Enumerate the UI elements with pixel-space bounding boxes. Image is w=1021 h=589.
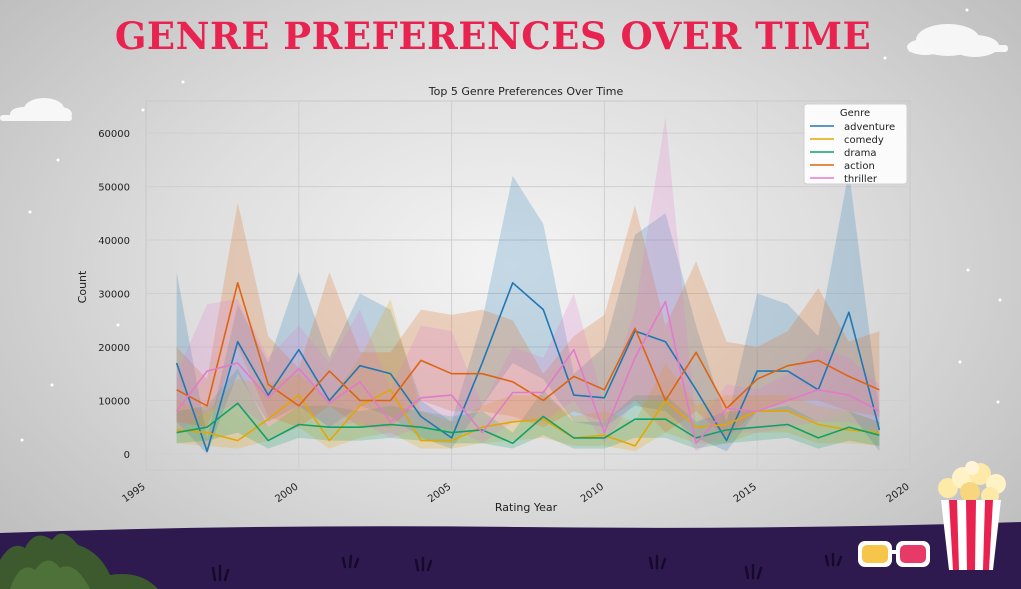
x-tick-label: 2015 [732,481,759,505]
action-line [176,282,880,410]
cloud-icon [907,24,1008,57]
star-icon [20,8,1002,442]
3d-glasses-icon [858,541,930,567]
legend-label-thriller: thriller [844,174,878,185]
x-tick-label: 2010 [579,481,606,505]
x-tick-label: 1995 [121,481,148,505]
y-tick-label: 50000 [98,183,130,194]
cloud-icon [0,98,72,121]
legend-label-adventure: adventure [844,122,895,133]
y-tick-label: 20000 [98,343,130,354]
x-axis-label: Rating Year [495,501,558,514]
x-tick-label: 2000 [273,481,300,505]
y-axis-label: Count [76,270,89,303]
y-tick-label: 0 [124,450,130,461]
drama-line [176,402,880,445]
y-tick-label: 40000 [98,236,130,247]
thriller-line [175,300,880,445]
action-band [176,202,880,438]
adventure-line [175,282,881,453]
legend-label-action: action [844,161,875,172]
thriller-band [176,117,880,452]
adventure-band [176,170,880,454]
gridlines [146,101,910,470]
bush-icon [0,533,158,589]
drama-band [176,368,880,449]
comedy-band [176,298,880,452]
ground [0,522,1021,589]
legend-label-comedy: comedy [844,135,884,146]
page-title: GENRE PREFERENCES OVER TIME [114,14,872,58]
x-tick-label: 2020 [885,481,912,505]
popcorn-icon [938,461,1006,570]
y-tick-label: 10000 [98,396,130,407]
grass-icon [211,552,843,582]
plot-area [145,100,911,471]
legend-label-drama: drama [844,148,876,159]
legend: Genre adventure comedy drama action thriller [803,103,908,185]
legend-title: Genre [840,108,870,119]
legend-box [803,103,908,185]
series-lines [175,282,881,453]
chart-title: Top 5 Genre Preferences Over Time [428,85,624,98]
comedy-line [176,389,880,447]
y-tick-label: 30000 [98,290,130,301]
y-tick-label: 60000 [98,129,130,140]
x-tick-label: 2005 [426,481,453,505]
confidence-bands [176,117,880,454]
